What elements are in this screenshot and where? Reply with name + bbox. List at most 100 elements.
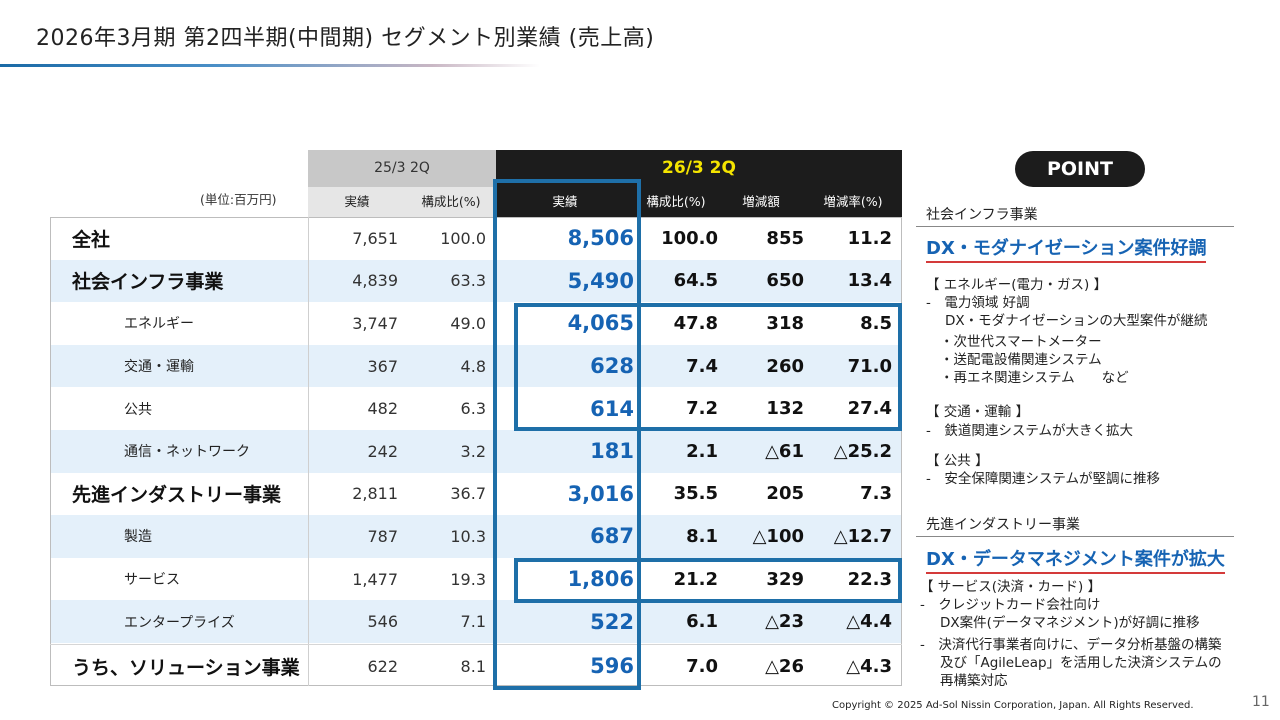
- unit-label: (単位:百万円): [200, 192, 277, 207]
- note-line: - 決済代行事業者向けに、データ分析基盤の構築: [920, 637, 1222, 653]
- segment-name: 社会インフラ事業: [72, 271, 224, 294]
- note-line: ・送配電設備関連システム: [940, 352, 1102, 368]
- prev-actual: 4,839: [352, 271, 398, 291]
- curr-rate: 13.4: [847, 270, 892, 292]
- note-line: DX・モダナイゼーションの大型案件が継続: [945, 313, 1208, 329]
- curr-diff: 260: [766, 355, 804, 377]
- curr-ratio: 64.5: [673, 270, 718, 292]
- curr-ratio: 21.2: [673, 568, 718, 590]
- curr-ratio: 6.1: [686, 611, 718, 633]
- col-prev-ratio: 構成比(%): [406, 187, 496, 217]
- table-row: サービス 1,477 19.3 1,806 21.2 329 22.3: [50, 558, 902, 601]
- table-row: うち、ソリューション事業 622 8.1 596 7.0 △26 △4.3: [50, 645, 902, 688]
- segment-name: サービス: [124, 572, 180, 589]
- prev-actual: 622: [367, 656, 398, 676]
- segment-name: 先進インダストリー事業: [72, 484, 282, 507]
- curr-rate: △4.4: [846, 611, 892, 633]
- curr-actual: 628: [590, 354, 634, 379]
- note-line: 及び「AgileLeap」を活用した決済システムの: [940, 655, 1222, 671]
- curr-actual: 522: [590, 609, 634, 634]
- curr-diff: 318: [766, 312, 804, 334]
- curr-diff: 205: [766, 483, 804, 505]
- table-row: 先進インダストリー事業 2,811 36.7 3,016 35.5 205 7.3: [50, 473, 902, 516]
- service-highlight-box: [514, 558, 902, 603]
- copyright: Copyright © 2025 Ad-Sol Nissin Corporati…: [832, 700, 1194, 711]
- col-prev-actual: 実績: [308, 187, 406, 217]
- curr-actual: 3,016: [567, 481, 634, 506]
- table-row: 社会インフラ事業 4,839 63.3 5,490 64.5 650 13.4: [50, 259, 902, 303]
- curr-actual: 687: [590, 524, 634, 549]
- note-line: - 安全保障関連システムが堅調に推移: [926, 471, 1160, 487]
- row-separator: [50, 644, 902, 645]
- table-row: 公共 482 6.3 614 7.2 132 27.4: [50, 387, 902, 430]
- segment-name: エンタープライズ: [124, 614, 235, 631]
- section-rule: [916, 226, 1234, 227]
- curr-diff: △26: [765, 655, 804, 677]
- curr-diff: △61: [765, 440, 804, 462]
- table-row: エンタープライズ 546 7.1 522 6.1 △23 △4.4: [50, 600, 902, 643]
- column-divider: [308, 217, 309, 686]
- table-row: 製造 787 10.3 687 8.1 △100 △12.7: [50, 515, 902, 558]
- curr-rate: 7.3: [860, 483, 892, 505]
- curr-rate: △12.7: [833, 525, 892, 547]
- title-underline: [0, 64, 540, 67]
- segment-name: 公共: [124, 401, 152, 418]
- curr-diff: △100: [752, 525, 804, 547]
- table-row: 通信・ネットワーク 242 3.2 181 2.1 △61 △25.2: [50, 430, 902, 473]
- table-row: 全社 7,651 100.0 8,506 100.0 855 11.2: [50, 217, 902, 260]
- curr-rate: 71.0: [847, 355, 892, 377]
- prev-actual: 1,477: [352, 569, 398, 589]
- prev-ratio: 6.3: [460, 399, 486, 419]
- infra-highlight-box: [514, 303, 902, 431]
- headline-infra: DX・モダナイゼーション案件好調: [926, 234, 1207, 263]
- note-line: 【 サービス(決済・カード) 】: [920, 579, 1102, 595]
- note-line: DX案件(データマネジメント)が好調に推移: [940, 615, 1200, 631]
- curr-ratio: 2.1: [686, 440, 718, 462]
- curr-diff: 329: [766, 568, 804, 590]
- prev-actual: 7,651: [352, 228, 398, 248]
- segment-name: エネルギー: [124, 316, 194, 333]
- section-rule: [916, 536, 1234, 537]
- prev-ratio: 3.2: [460, 441, 486, 461]
- page-title: 2026年3月期 第2四半期(中間期) セグメント別業績 (売上高): [36, 26, 655, 51]
- table-outline: [50, 217, 902, 686]
- curr-diff: △23: [765, 611, 804, 633]
- curr-actual: 8,506: [567, 226, 634, 251]
- col-curr-actual: 実績: [496, 187, 634, 217]
- prev-ratio: 63.3: [450, 271, 486, 291]
- current-actual-highlight: [493, 179, 641, 690]
- prev-actual: 2,811: [352, 484, 398, 504]
- note-line: 【 エネルギー(電力・ガス) 】: [926, 277, 1108, 293]
- section-label-industry: 先進インダストリー事業: [926, 517, 1080, 533]
- page-number: 11: [1252, 694, 1270, 710]
- note-line: ・再エネ関連システム など: [940, 370, 1129, 386]
- col-curr-rate: 増減率(%): [804, 187, 902, 217]
- prev-ratio: 49.0: [450, 313, 486, 333]
- section-label-infra: 社会インフラ事業: [926, 207, 1038, 223]
- note-line: - 電力領域 好調: [926, 295, 1030, 311]
- curr-ratio: 47.8: [673, 312, 718, 334]
- curr-actual: 5,490: [567, 268, 634, 293]
- table-row: エネルギー 3,747 49.0 4,065 47.8 318 8.5: [50, 302, 902, 345]
- curr-diff: 650: [766, 270, 804, 292]
- table-row: 交通・運輸 367 4.8 628 7.4 260 71.0: [50, 344, 902, 388]
- curr-ratio: 7.0: [686, 655, 718, 677]
- prev-period-header: 25/3 2Q: [308, 150, 496, 187]
- prev-ratio: 7.1: [460, 612, 486, 632]
- curr-diff: 855: [766, 227, 804, 249]
- prev-actual: 3,747: [352, 313, 398, 333]
- curr-rate: 8.5: [860, 312, 892, 334]
- curr-actual: 614: [590, 396, 634, 421]
- curr-ratio: 100.0: [661, 227, 718, 249]
- note-line: - 鉄道関連システムが大きく拡大: [926, 423, 1133, 439]
- prev-actual: 482: [367, 399, 398, 419]
- curr-ratio: 35.5: [673, 483, 718, 505]
- prev-ratio: 4.8: [460, 356, 486, 376]
- curr-rate: 11.2: [847, 227, 892, 249]
- note-line: ・次世代スマートメーター: [940, 334, 1102, 350]
- segment-name: うち、ソリューション事業: [72, 656, 300, 679]
- curr-ratio: 8.1: [686, 525, 718, 547]
- note-line: 【 公共 】: [926, 453, 989, 469]
- segment-name: 通信・ネットワーク: [124, 444, 250, 461]
- prev-ratio: 8.1: [460, 656, 486, 676]
